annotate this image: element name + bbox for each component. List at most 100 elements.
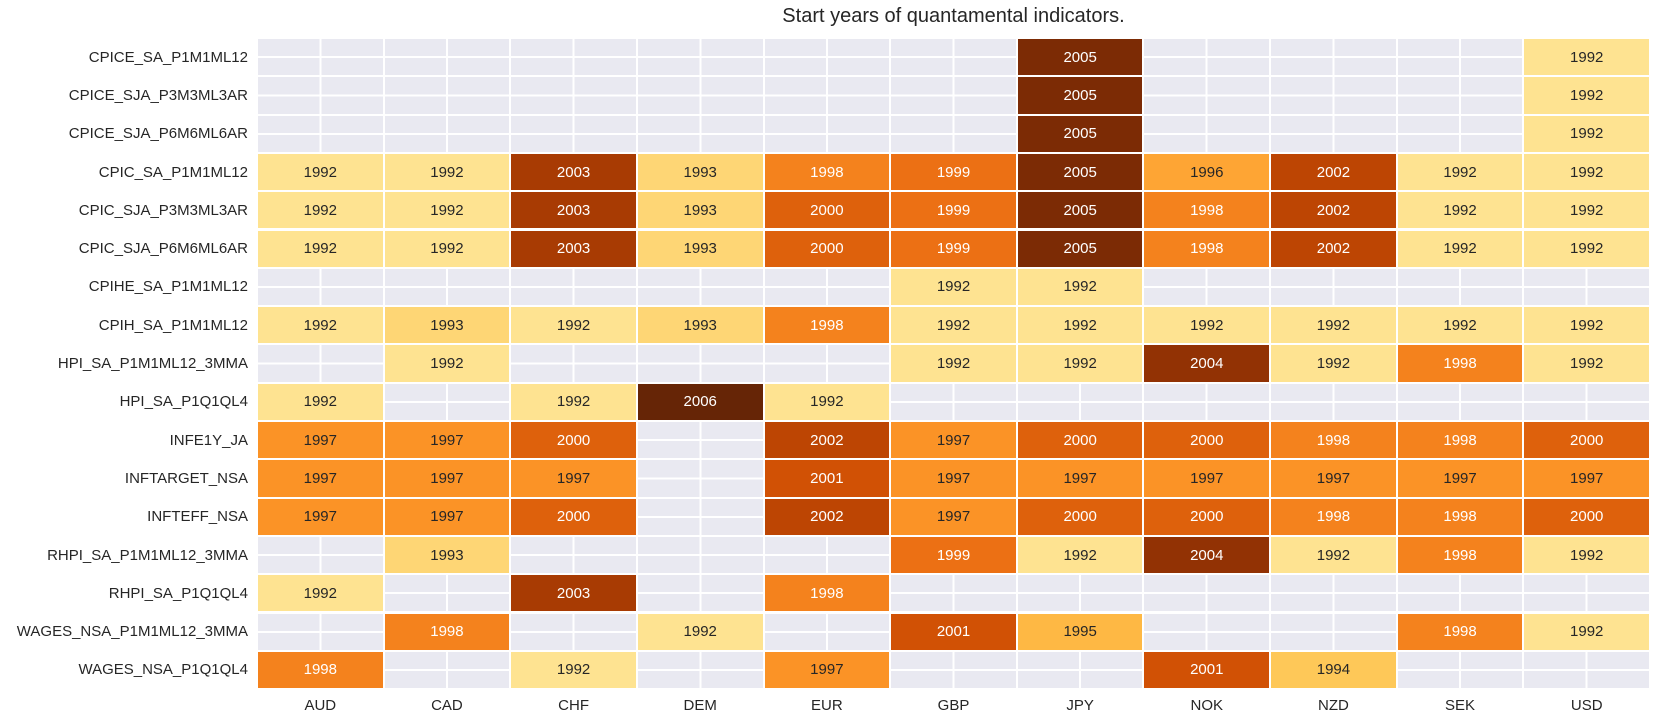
cell-value: 1992 (556, 661, 591, 679)
cell-value: 1992 (303, 163, 337, 181)
cell-value: 1992 (936, 355, 971, 373)
heatmap-cell-empty (383, 267, 511, 307)
heatmap-cell-empty (763, 535, 891, 575)
cell-value: 1992 (1570, 48, 1604, 66)
heatmap-cell: 1992 (1270, 306, 1397, 345)
heatmap-cell: 1992 (383, 152, 511, 192)
heatmap-cell-empty (257, 114, 384, 153)
cell-value: 2004 (1190, 546, 1224, 564)
heatmap-cell: 1992 (257, 574, 384, 613)
cell-value: 1999 (936, 201, 971, 219)
column-label: EUR (811, 697, 843, 714)
heatmap-cell: 1992 (383, 191, 511, 230)
heatmap-cell-empty (510, 612, 637, 651)
heatmap-cell: 1992 (1270, 535, 1397, 575)
cell-value: 1998 (1443, 546, 1477, 564)
heatmap-cell: 1997 (1143, 459, 1271, 498)
heatmap-cell: 1998 (1143, 229, 1271, 268)
heatmap-cell-empty (1143, 574, 1271, 613)
heatmap-cell: 1999 (890, 152, 1017, 192)
heatmap-cell: 1998 (1270, 497, 1397, 536)
cell-value: 1992 (303, 240, 337, 258)
cell-value: 1992 (936, 278, 971, 296)
cell-value: 1997 (1570, 469, 1604, 487)
cell-value: 1992 (1570, 546, 1604, 564)
heatmap-cell: 2000 (763, 191, 891, 230)
heatmap-cell: 1997 (890, 497, 1017, 536)
cell-value: 2000 (1190, 431, 1224, 449)
row-label: CPIC_SJA_P3M3ML3AR (78, 201, 248, 219)
heatmap-cell: 1993 (383, 535, 511, 575)
heatmap-cell: 2000 (1523, 497, 1651, 536)
cell-value: 2000 (556, 508, 591, 526)
heatmap-cell: 1997 (890, 421, 1017, 460)
cell-value: 1992 (1570, 125, 1604, 143)
heatmap-cell: 2001 (763, 459, 891, 498)
cell-value: 1998 (1443, 508, 1477, 526)
heatmap-cell: 1993 (636, 152, 764, 192)
heatmap-cell-empty (257, 267, 384, 307)
column-label: CHF (558, 697, 589, 714)
cell-value: 2002 (810, 508, 844, 526)
row-label: CPIHE_SA_P1M1ML12 (88, 278, 248, 296)
cell-value: 1998 (1316, 508, 1351, 526)
heatmap-cell: 1992 (1523, 76, 1651, 115)
cell-value: 2003 (556, 584, 591, 602)
heatmap-cell: 1992 (1523, 191, 1651, 230)
heatmap-cell-empty (763, 76, 891, 115)
cell-value: 1993 (683, 316, 717, 334)
heatmap-cell: 1993 (636, 229, 764, 268)
heatmap-cell: 1997 (1523, 459, 1651, 498)
heatmap-cell: 1998 (1396, 344, 1524, 383)
heatmap-cell-empty (1523, 267, 1651, 307)
heatmap-cell: 1992 (257, 229, 384, 268)
heatmap-cell: 1992 (1523, 612, 1651, 651)
heatmap-cell: 1992 (257, 306, 384, 345)
cell-value: 1992 (1443, 316, 1477, 334)
cell-value: 1992 (1063, 546, 1097, 564)
row-label: WAGES_NSA_P1M1ML12_3MMA (16, 623, 248, 641)
cell-value: 1997 (430, 431, 464, 449)
heatmap-cell: 1992 (1016, 344, 1144, 383)
heatmap-cell: 1992 (1396, 191, 1524, 230)
cell-value: 1996 (1190, 163, 1224, 181)
heatmap-cell: 1992 (257, 382, 384, 421)
row-label: HPI_SA_P1M1ML12_3MMA (57, 355, 248, 373)
cell-value: 1992 (303, 316, 337, 334)
cell-value: 1998 (810, 316, 844, 334)
cell-value: 1997 (556, 469, 591, 487)
row-label: INFE1Y_JA (169, 431, 248, 449)
heatmap-cell-empty (1016, 382, 1144, 421)
heatmap-cell: 1992 (1396, 152, 1524, 192)
heatmap-cell-empty (257, 344, 384, 383)
cell-value: 1999 (936, 240, 971, 258)
cell-value: 2000 (1570, 508, 1604, 526)
cell-value: 2002 (810, 431, 844, 449)
heatmap-cell: 1997 (257, 421, 384, 460)
heatmap-cell-empty (636, 421, 764, 460)
heatmap-cell: 1998 (763, 152, 891, 192)
heatmap-cell: 2002 (763, 497, 891, 536)
heatmap-cell-empty (383, 114, 511, 153)
heatmap-cell: 2000 (763, 229, 891, 268)
heatmap-cell-empty (890, 382, 1017, 421)
cell-value: 1992 (936, 316, 971, 334)
row-label: INFTEFF_NSA (147, 508, 248, 526)
heatmap-cell: 2002 (1270, 229, 1397, 268)
heatmap-cell-empty (510, 344, 637, 383)
heatmap-cell-empty (763, 267, 891, 307)
heatmap-cell-empty (510, 535, 637, 575)
cell-value: 1998 (1190, 201, 1224, 219)
cell-value: 1992 (1443, 163, 1477, 181)
cell-value: 1992 (556, 393, 591, 411)
heatmap-cell-empty (1016, 574, 1144, 613)
cell-value: 1992 (430, 201, 464, 219)
heatmap-cell-empty (890, 76, 1017, 115)
cell-value: 2000 (1190, 508, 1224, 526)
heatmap-cell: 2000 (1143, 421, 1271, 460)
cell-value: 2001 (1190, 661, 1224, 679)
heatmap-cell: 1992 (1523, 152, 1651, 192)
heatmap-cell: 2001 (1143, 650, 1271, 690)
heatmap-cell: 1999 (890, 229, 1017, 268)
heatmap-cell: 1997 (1270, 459, 1397, 498)
